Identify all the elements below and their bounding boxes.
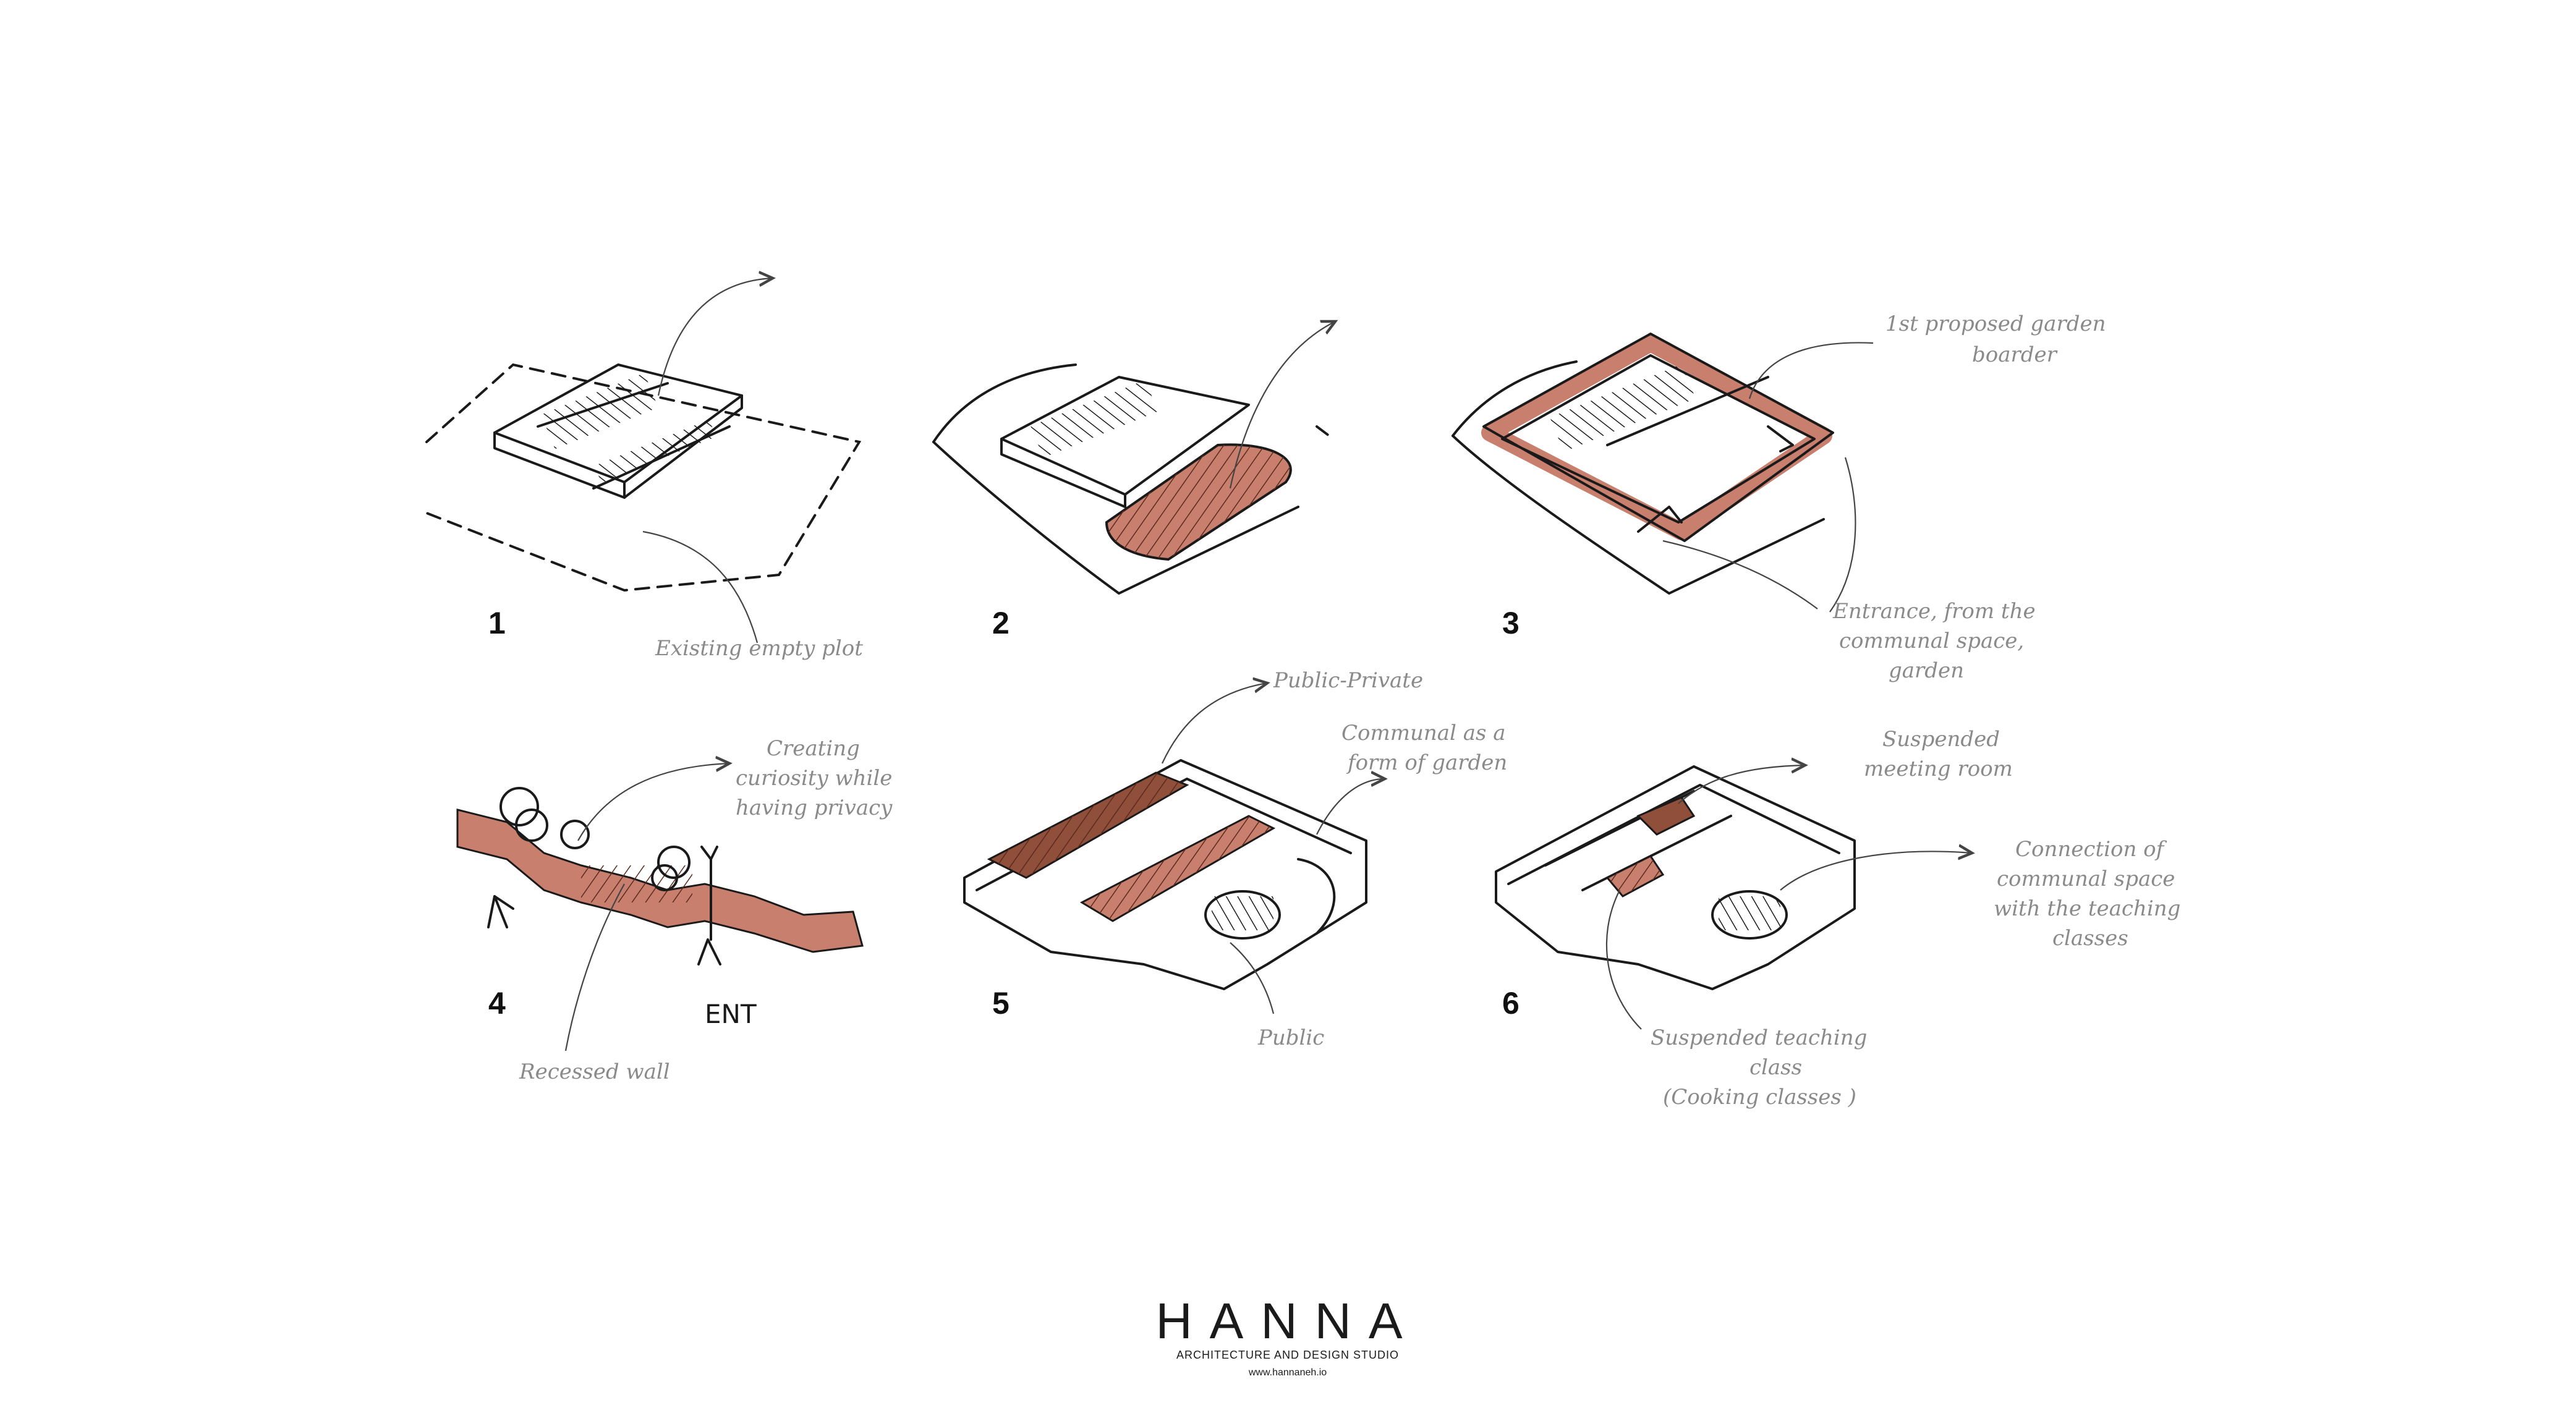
brand-logo: HANNA ARCHITECTURE AND DESIGN STUDIO www… [1155, 1293, 1419, 1378]
label-curiosity: curiosity while [736, 766, 892, 791]
label-connection-1: Connection of [2015, 837, 2167, 862]
brand-url: www.hannaneh.io [1248, 1367, 1327, 1378]
step-5-sketch [963, 683, 1385, 1014]
label-recessed-wall: Recessed wall [519, 1059, 670, 1084]
label-entrance-3: garden [1889, 658, 1964, 683]
ent-label: ENT [705, 999, 757, 1029]
label-creating: Creating [767, 736, 860, 761]
step-1-number: 1 [488, 606, 506, 640]
label-existing-empty-plot: Existing empty plot [655, 636, 863, 661]
label-entrance-2: communal space, [1839, 629, 2024, 653]
label-communal-2: form of garden [1346, 750, 1507, 775]
step-2-number: 2 [992, 606, 1010, 640]
step-1-sketch [425, 278, 862, 643]
step-4-sketch: ENT [456, 763, 864, 1051]
label-meeting-room: meeting room [1864, 757, 2013, 781]
step-2-sketch [932, 321, 1335, 595]
label-public-private: Public-Private [1273, 668, 1423, 693]
label-suspended: Suspended [1882, 727, 2000, 752]
label-garden-boarder-2: boarder [1972, 342, 2058, 367]
label-having-privacy: having privacy [736, 796, 893, 820]
step-6-number: 6 [1502, 986, 1520, 1021]
label-entrance-1: Entrance, from the [1832, 599, 2036, 624]
step-4-number: 4 [488, 986, 506, 1021]
label-connection-3: with the teaching [1994, 896, 2180, 921]
label-communal-1: Communal as a [1341, 721, 1506, 745]
step-5-number: 5 [992, 986, 1010, 1021]
label-garden-boarder-1: 1st proposed garden [1885, 312, 2106, 336]
brand-tagline: ARCHITECTURE AND DESIGN STUDIO [1176, 1349, 1399, 1361]
label-cooking-classes: (Cooking classes ) [1663, 1085, 1856, 1110]
label-public: Public [1257, 1025, 1324, 1050]
label-connection-2: communal space [1997, 867, 2175, 891]
label-connection-4: classes [2052, 926, 2128, 951]
step-3-sketch [1452, 333, 1874, 613]
step-6-sketch [1495, 765, 1972, 1030]
step-3-number: 3 [1502, 606, 1520, 640]
label-teaching-class-1: Suspended teaching [1651, 1025, 1867, 1050]
brand-name: HANNA [1155, 1293, 1419, 1349]
label-teaching-class-2: class [1749, 1055, 1802, 1080]
